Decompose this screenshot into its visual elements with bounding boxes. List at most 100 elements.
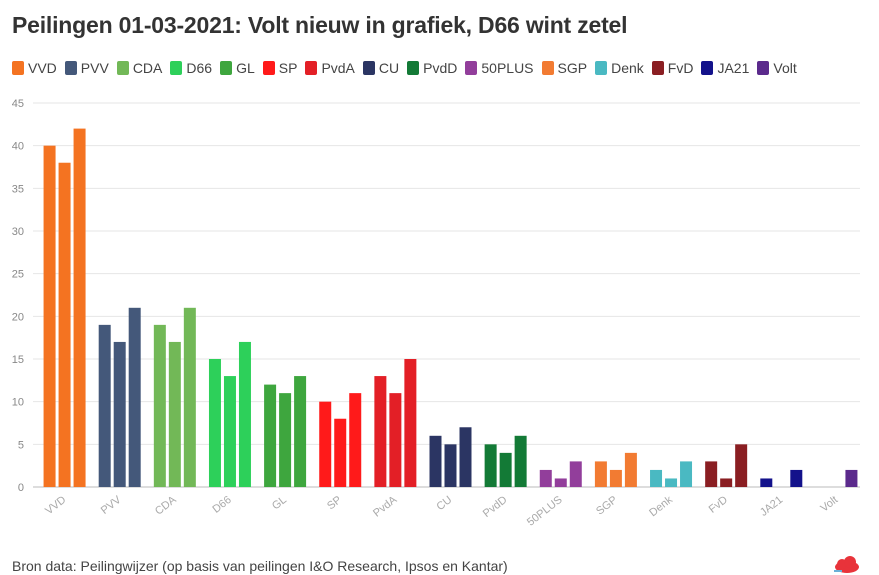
legend-label: 50PLUS: [481, 60, 534, 76]
y-tick-label: 5: [18, 439, 24, 451]
y-tick-label: 10: [12, 397, 24, 409]
legend-label: FvD: [667, 60, 694, 76]
legend-swatch: [362, 61, 375, 75]
bar: [153, 324, 166, 487]
x-tick-label: VVD: [43, 494, 68, 517]
y-tick-label: 15: [12, 354, 24, 366]
x-tick-label: GL: [270, 494, 289, 512]
legend-item[interactable]: FvD: [651, 60, 694, 76]
legend-item[interactable]: PvdA: [305, 60, 355, 76]
x-tick-label: SP: [325, 494, 344, 512]
x-tick-label: PvdA: [371, 494, 400, 520]
legend-swatch: [220, 61, 233, 75]
bar: [404, 359, 417, 487]
legend-label: Denk: [611, 60, 644, 76]
legend-item[interactable]: SP: [262, 60, 297, 76]
legend-item[interactable]: PvdD: [407, 60, 457, 76]
bar: [459, 427, 472, 487]
legend-item[interactable]: PVV: [64, 60, 109, 76]
bar: [183, 307, 196, 487]
bar: [334, 418, 347, 487]
bar: [444, 444, 457, 487]
legend-label: Volt: [773, 60, 797, 76]
bar: [514, 435, 527, 487]
legend-label: JA21: [717, 60, 750, 76]
bar: [790, 469, 803, 487]
legend-item[interactable]: CU: [362, 60, 400, 76]
legend-swatch: [701, 61, 714, 75]
bar: [113, 341, 126, 487]
bar: [349, 393, 362, 487]
legend-label: CU: [378, 60, 400, 76]
legend-swatch: [262, 61, 275, 75]
legend-swatch: [465, 61, 478, 75]
legend-label: GL: [236, 60, 255, 76]
legend-swatch: [116, 61, 129, 75]
legend-swatch: [12, 61, 24, 75]
bar: [484, 444, 497, 487]
legend-swatch: [305, 61, 318, 75]
bar: [720, 478, 733, 487]
source-note: Bron data: Peilingwijzer (op basis van p…: [12, 558, 508, 574]
legend-item[interactable]: 50PLUS: [465, 60, 534, 76]
bar: [539, 469, 552, 487]
y-tick-label: 20: [12, 311, 24, 323]
bar: [374, 376, 387, 487]
legend-swatch: [595, 61, 608, 75]
legend-item[interactable]: GL: [220, 60, 255, 76]
legend-item[interactable]: JA21: [701, 60, 749, 76]
legend-label: PvdA: [321, 60, 355, 76]
legend-item[interactable]: D66: [170, 60, 212, 76]
bar: [264, 384, 277, 487]
bar: [58, 162, 71, 487]
legend-swatch: [757, 61, 770, 75]
bar: [499, 452, 512, 487]
bar: [223, 376, 236, 487]
legend-label: CDA: [132, 60, 163, 76]
legend-item[interactable]: Volt: [757, 60, 797, 76]
x-tick-label: CDA: [153, 494, 179, 518]
bar: [665, 478, 678, 487]
bar: [98, 324, 111, 487]
legend-item[interactable]: SGP: [541, 60, 588, 76]
bar: [73, 128, 86, 487]
y-tick-label: 40: [12, 141, 24, 153]
legend-label: SGP: [557, 60, 588, 76]
y-tick-label: 0: [18, 482, 24, 494]
bar: [128, 307, 141, 487]
y-tick-label: 25: [12, 269, 24, 281]
x-tick-label: PVV: [99, 494, 124, 517]
y-tick-label: 45: [12, 98, 24, 110]
bar: [319, 401, 332, 487]
legend-item[interactable]: VVD: [12, 60, 57, 76]
bar: [168, 341, 181, 487]
page-title: Peilingen 01-03-2021: Volt nieuw in graf…: [12, 12, 628, 38]
x-tick-label: Volt: [818, 494, 840, 515]
y-tick-label: 35: [12, 183, 24, 195]
bar: [429, 435, 442, 487]
legend-swatch: [64, 61, 77, 75]
bar: [650, 469, 663, 487]
bar: [705, 461, 718, 487]
x-tick-label: Denk: [647, 494, 675, 520]
bar-chart: 0 5 10 15 20 25 30 35 40 45 VVD PVV CDA D66 GL SP PvdA CU…: [12, 98, 860, 529]
bar: [760, 478, 773, 487]
red-cloud-logo-icon: [834, 556, 859, 573]
bar: [389, 393, 402, 487]
bar: [624, 452, 637, 487]
legend-item[interactable]: Denk: [595, 60, 644, 76]
x-tick-label: JA21: [758, 494, 785, 519]
bar: [735, 444, 748, 487]
legend-swatch: [407, 61, 420, 75]
bar: [554, 478, 567, 487]
bar: [208, 359, 221, 487]
legend-swatch: [651, 61, 664, 75]
legend-label: D66: [186, 60, 213, 76]
bar: [845, 469, 858, 487]
chart-legend: VVD PVV CDA D66 GL SP PvdA CU PvdD 50PLUS SGP Denk F…: [12, 60, 869, 76]
legend-label: PVV: [80, 60, 109, 76]
x-tick-label: CU: [434, 494, 454, 513]
x-tick-label: PvdD: [481, 494, 510, 520]
legend-label: PvdD: [423, 60, 458, 76]
legend-item[interactable]: CDA: [116, 60, 163, 76]
